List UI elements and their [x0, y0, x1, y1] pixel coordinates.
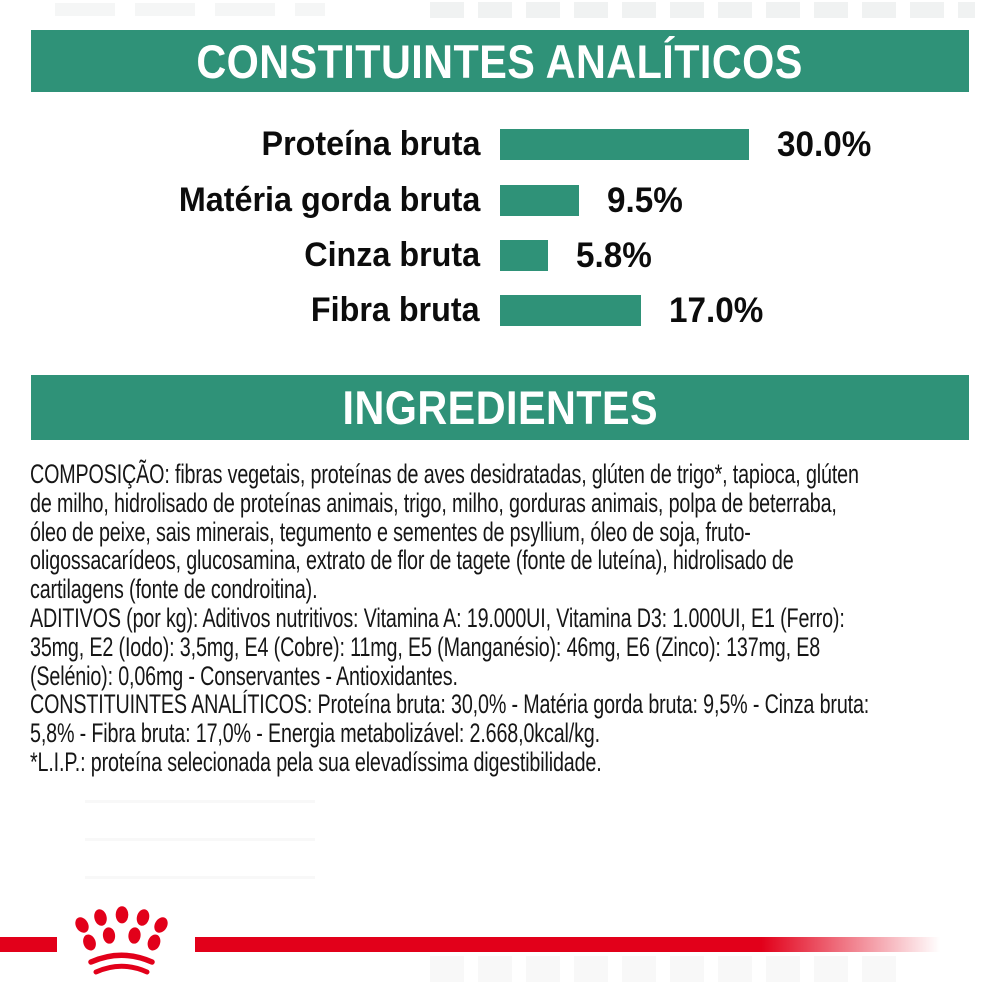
bar-value-label: 17.0% [669, 290, 764, 330]
ingredients-banner-title: INGREDIENTES [342, 381, 658, 434]
chart-row-materia-gorda-bruta: Matéria gorda bruta 9.5% [0, 181, 687, 220]
chart-category-label: Matéria gorda bruta [178, 181, 480, 219]
body-line: COMPOSIÇÃO: fibras vegetais, proteínas d… [30, 459, 859, 489]
body-line: 35mg, E2 (Iodo): 3,5mg, E4 (Cobre): 11mg… [30, 631, 821, 662]
bar-fibra-bruta [500, 295, 642, 326]
analytics-banner: CONSTITUINTES ANALÍTICOS [31, 30, 969, 92]
body-line: ADITIVOS (por kg): Aditivos nutritivos: … [30, 602, 845, 633]
ghost-watermark-top-right [430, 2, 975, 18]
bar-value-label: 9.5% [606, 180, 683, 220]
body-line: (Selénio): 0,06mg - Conservantes - Antio… [30, 660, 458, 691]
ghost-watermark-mid-left [85, 800, 315, 910]
brand-red-stripe [0, 937, 940, 952]
body-line: cartilagens (fonte de condroitina). [30, 574, 318, 605]
body-line: oligossacarídeos, glucosamina, extrato d… [30, 545, 794, 576]
bar-proteina-bruta [500, 129, 749, 160]
body-line: CONSTITUINTES ANALÍTICOS: Proteína bruta… [30, 689, 870, 720]
bar-materia-gorda-bruta [500, 185, 579, 216]
bar-value-label: 30.0% [777, 124, 872, 164]
body-line: de milho, hidrolisado de proteínas anima… [30, 487, 837, 518]
chart-row-proteina-bruta: Proteína bruta 30.0% [0, 125, 876, 164]
bar-cinza-bruta [500, 240, 549, 271]
ingredients-banner: INGREDIENTES [31, 375, 969, 440]
body-line: *L.I.P.: proteína selecionada pela sua e… [30, 746, 602, 777]
chart-category-label: Proteína bruta [261, 125, 480, 163]
chart-row-fibra-bruta: Fibra bruta 17.0% [0, 291, 768, 330]
ghost-watermark-top-left [55, 3, 325, 16]
body-line: 5,8% - Fibra bruta: 17,0% - Energia meta… [30, 718, 600, 749]
bar-value-label: 5.8% [576, 235, 652, 275]
analytics-banner-title: CONSTITUINTES ANALÍTICOS [196, 34, 804, 88]
chart-row-cinza-bruta: Cinza bruta 5.8% [0, 236, 656, 275]
chart-category-label: Fibra bruta [311, 291, 480, 329]
body-line: óleo de peixe, sais minerais, tegumento … [30, 516, 751, 547]
chart-category-label: Cinza bruta [304, 236, 480, 274]
label-body-text: COMPOSIÇÃO: fibras vegetais, proteínas d… [30, 460, 970, 777]
ghost-watermark-bottom-right [430, 956, 900, 982]
royal-canin-crown-paw-logo-icon [75, 906, 168, 975]
